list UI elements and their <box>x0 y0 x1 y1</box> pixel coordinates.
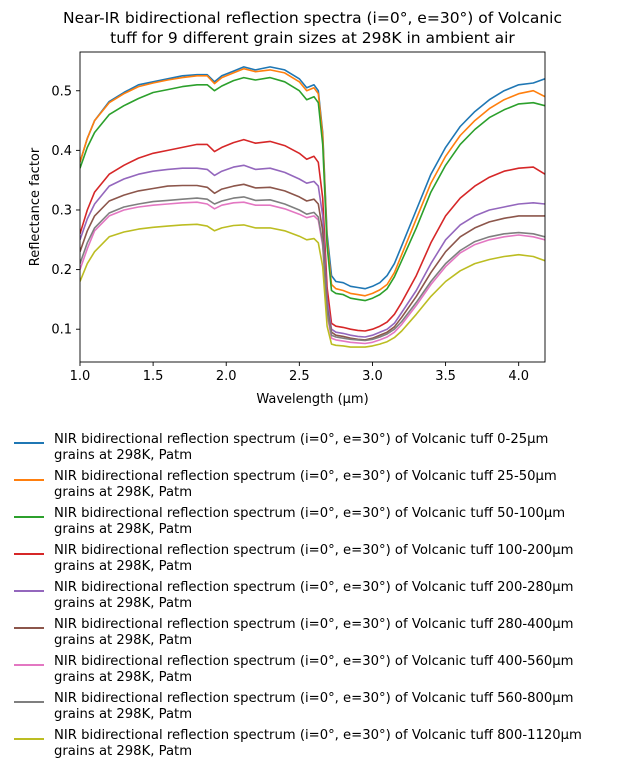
legend-label: NIR bidirectional reflection spectrum (i… <box>54 543 574 574</box>
chart-plot: 1.0 1.5 2.0 2.5 3.0 3.5 4.0 0.1 0.2 0.3 0.4 0.5 Wave… <box>28 51 546 407</box>
x-tick-label: 1.0 <box>70 369 91 384</box>
y-tick-label: 0.2 <box>51 263 72 278</box>
legend-item-2: NIR bidirectional reflection spectrum (i… <box>14 469 620 506</box>
x-tick-label: 1.5 <box>143 369 164 384</box>
y-tick-label: 0.4 <box>51 144 72 159</box>
legend-label: NIR bidirectional reflection spectrum (i… <box>54 654 574 685</box>
chart-title: Near-IR bidirectional reflection spectra… <box>0 8 625 48</box>
legend-swatch <box>14 627 44 629</box>
legend-item-7: NIR bidirectional reflection spectrum (i… <box>14 654 620 691</box>
legend-label: NIR bidirectional reflection spectrum (i… <box>54 617 574 648</box>
y-tick-label: 0.3 <box>51 203 72 218</box>
legend-label: NIR bidirectional reflection spectrum (i… <box>54 432 549 463</box>
series-line-7 <box>80 201 545 345</box>
legend-item-1: NIR bidirectional reflection spectrum (i… <box>14 432 620 469</box>
series-line-1 <box>80 66 545 290</box>
legend-item-8: NIR bidirectional reflection spectrum (i… <box>14 691 620 728</box>
x-axis-label: Wavelength (μm) <box>256 392 368 407</box>
x-tick-label: 3.5 <box>435 369 456 384</box>
series-line-3 <box>80 76 545 302</box>
plot-frame <box>79 51 546 363</box>
legend-swatch <box>14 590 44 592</box>
series-line-5 <box>80 164 545 338</box>
legend-label: NIR bidirectional reflection spectrum (i… <box>54 469 557 500</box>
x-tick-label: 2.0 <box>216 369 237 384</box>
legend-swatch <box>14 664 44 666</box>
x-tick-label: 4.0 <box>508 369 529 384</box>
series-line-8 <box>80 196 545 342</box>
series-line-6 <box>80 183 545 341</box>
legend-swatch <box>14 516 44 518</box>
x-tick-label: 3.0 <box>362 369 383 384</box>
legend-label: NIR bidirectional reflection spectrum (i… <box>54 506 566 537</box>
legend-swatch <box>14 738 44 740</box>
legend: NIR bidirectional reflection spectrum (i… <box>14 432 620 765</box>
legend-swatch <box>14 442 44 444</box>
y-tick-label: 0.5 <box>51 84 72 99</box>
legend-item-3: NIR bidirectional reflection spectrum (i… <box>14 506 620 543</box>
legend-item-4: NIR bidirectional reflection spectrum (i… <box>14 543 620 580</box>
legend-swatch <box>14 553 44 555</box>
series-line-2 <box>80 67 545 297</box>
y-axis-label: Reflectance factor <box>28 147 43 266</box>
legend-label: NIR bidirectional reflection spectrum (i… <box>54 728 582 759</box>
legend-label: NIR bidirectional reflection spectrum (i… <box>54 580 574 611</box>
legend-label: NIR bidirectional reflection spectrum (i… <box>54 691 574 722</box>
chart-title-text: Near-IR bidirectional reflection spectra… <box>62 9 563 47</box>
legend-swatch <box>14 701 44 703</box>
y-tick-label: 0.1 <box>51 323 72 338</box>
series-line-4 <box>80 138 545 332</box>
legend-item-9: NIR bidirectional reflection spectrum (i… <box>14 728 620 765</box>
legend-swatch <box>14 479 44 481</box>
legend-item-6: NIR bidirectional reflection spectrum (i… <box>14 617 620 654</box>
series-line-9 <box>80 223 545 348</box>
x-tick-label: 2.5 <box>289 369 310 384</box>
legend-item-5: NIR bidirectional reflection spectrum (i… <box>14 580 620 617</box>
